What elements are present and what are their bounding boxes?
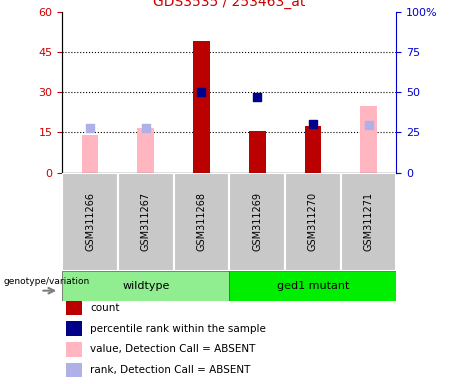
Bar [82,135,99,173]
Text: GSM311268: GSM311268 [196,192,207,251]
Text: GSM311270: GSM311270 [308,192,318,251]
Text: value, Detection Call = ABSENT: value, Detection Call = ABSENT [90,344,255,354]
Text: percentile rank within the sample: percentile rank within the sample [90,324,266,334]
FancyBboxPatch shape [285,173,341,271]
Bar [66,362,82,377]
Point [309,121,317,127]
Text: genotype/variation: genotype/variation [3,277,89,286]
Point [86,124,94,131]
FancyBboxPatch shape [229,173,285,271]
Text: GSM311267: GSM311267 [141,192,151,251]
Bar [66,301,82,316]
FancyBboxPatch shape [229,271,396,301]
Text: ged1 mutant: ged1 mutant [277,281,349,291]
Text: GSM311271: GSM311271 [364,192,373,251]
Text: GSM311266: GSM311266 [85,192,95,251]
Bar [137,128,154,173]
Text: GSM311269: GSM311269 [252,192,262,251]
Title: GDS3535 / 253463_at: GDS3535 / 253463_at [153,0,306,9]
FancyBboxPatch shape [62,173,118,271]
FancyBboxPatch shape [341,173,396,271]
Text: wildtype: wildtype [122,281,170,291]
Bar [249,131,266,173]
Point [254,94,261,100]
Point [198,89,205,95]
Bar [66,321,82,336]
FancyBboxPatch shape [62,271,229,301]
Bar [193,41,210,173]
Point [142,124,149,131]
FancyBboxPatch shape [174,173,229,271]
FancyBboxPatch shape [118,173,174,271]
Text: rank, Detection Call = ABSENT: rank, Detection Call = ABSENT [90,365,250,375]
Bar [360,106,377,173]
Bar [305,126,321,173]
Text: count: count [90,303,120,313]
Bar [66,342,82,357]
Point [365,122,372,128]
